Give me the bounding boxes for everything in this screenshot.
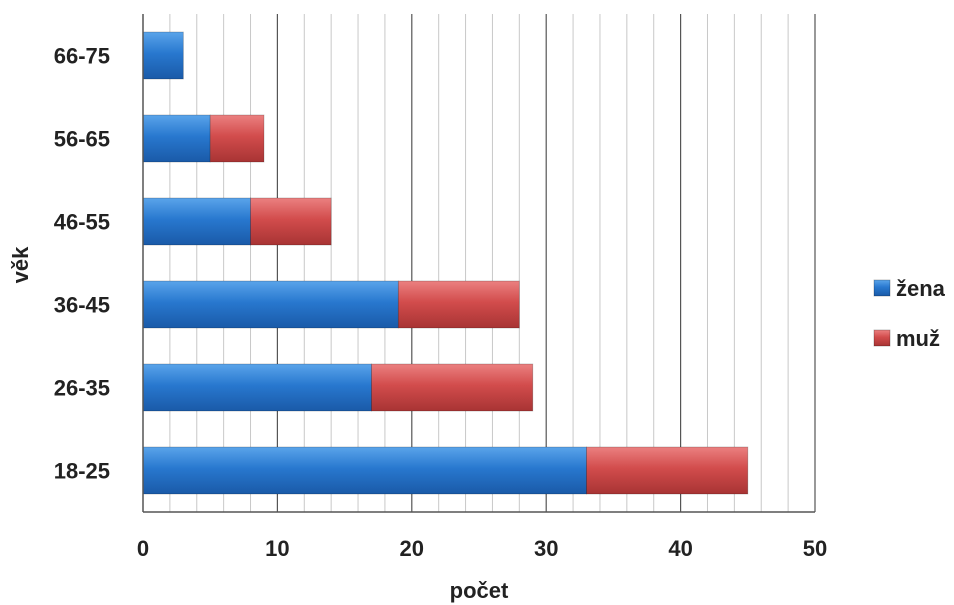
gridlines: [169, 14, 816, 512]
bar-muz-36-45: [397, 280, 520, 329]
y-tick-label: 66-75: [54, 44, 110, 69]
legend-label-zena: žena: [896, 276, 946, 301]
bar-zena-26-35: [142, 363, 372, 412]
x-tick-label: 20: [400, 536, 424, 561]
bar-muz-46-55: [250, 197, 332, 246]
bars: [142, 31, 749, 495]
legend-swatch-muz: [873, 329, 891, 347]
y-tick-label: 56-65: [54, 127, 110, 152]
x-tick-labels: 0 10 20 30 40 50: [137, 536, 827, 561]
legend: žena muž: [873, 276, 946, 351]
bar-muz-26-35: [371, 363, 534, 412]
legend-label-muz: muž: [896, 326, 940, 351]
y-tick-label: 18-25: [54, 459, 110, 484]
x-tick-label: 30: [534, 536, 558, 561]
bar-zena-36-45: [142, 280, 399, 329]
x-tick-label: 40: [668, 536, 692, 561]
bar-zena-46-55: [142, 197, 251, 246]
x-tick-label: 10: [265, 536, 289, 561]
bar-muz-56-65: [209, 114, 265, 163]
y-tick-labels: 18-25 26-35 36-45 46-55 56-65 66-75: [54, 44, 110, 484]
x-tick-label: 0: [137, 536, 149, 561]
x-tick-label: 50: [803, 536, 827, 561]
bar-muz-18-25: [586, 446, 749, 495]
y-axis-title: věk: [8, 246, 33, 283]
legend-swatch-zena: [873, 279, 891, 297]
y-tick-label: 46-55: [54, 210, 110, 235]
bar-zena-56-65: [142, 114, 211, 163]
y-tick-label: 26-35: [54, 376, 110, 401]
bar-zena-66-75: [142, 31, 184, 80]
bar-zena-18-25: [142, 446, 587, 495]
x-axis-title: počet: [450, 578, 509, 603]
y-tick-label: 36-45: [54, 293, 110, 318]
